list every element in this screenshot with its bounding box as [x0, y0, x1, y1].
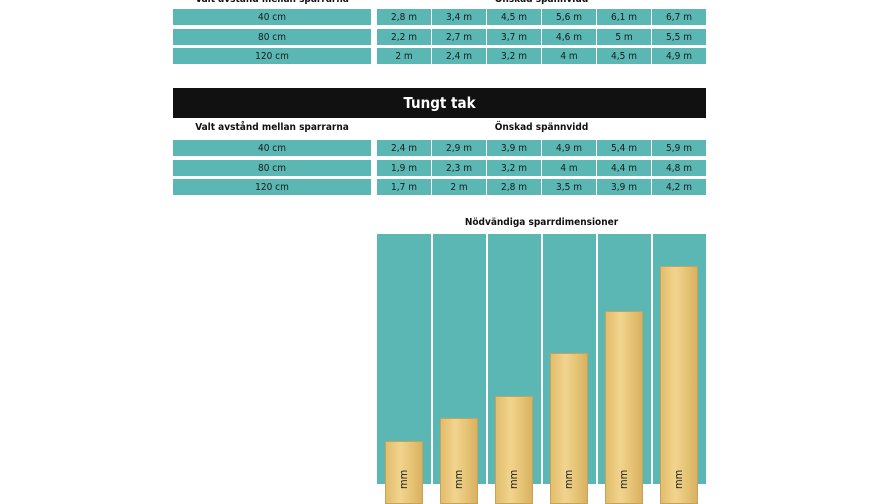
- header-left: Valt avstånd mellan sparrarna: [173, 0, 371, 6]
- cell: 2,7 m: [432, 29, 486, 45]
- divider: [596, 234, 598, 484]
- cell: 6,7 m: [652, 9, 706, 25]
- cell: 2,8 m: [377, 9, 431, 25]
- cell: 2,3 m: [432, 160, 486, 176]
- dimension-label: mm: [562, 469, 575, 489]
- cell: 5,9 m: [652, 140, 706, 156]
- cell: 3,9 m: [597, 179, 651, 195]
- cell: 5,6 m: [542, 9, 596, 25]
- cell: 3,7 m: [487, 29, 541, 45]
- row-label: 120 cm: [173, 179, 371, 195]
- cell: 3,9 m: [487, 140, 541, 156]
- row-label: 120 cm: [173, 48, 371, 64]
- cell: 5,5 m: [652, 29, 706, 45]
- cell: 2,8 m: [487, 179, 541, 195]
- cell: 4,6 m: [542, 29, 596, 45]
- cell: 4 m: [542, 48, 596, 64]
- dimension-label: mm: [617, 469, 630, 489]
- divider: [431, 234, 433, 484]
- cell: 1,7 m: [377, 179, 431, 195]
- cell: 4,8 m: [652, 160, 706, 176]
- cell: 3,4 m: [432, 9, 486, 25]
- cell: 4,2 m: [652, 179, 706, 195]
- chart-title: Nödvändiga sparrdimensioner: [464, 217, 619, 228]
- cell: 2 m: [377, 48, 431, 64]
- divider: [486, 234, 488, 484]
- cell: 4,5 m: [487, 9, 541, 25]
- cell: 2 m: [432, 179, 486, 195]
- cell: 4,9 m: [652, 48, 706, 64]
- dimension-label: mm: [672, 469, 685, 489]
- cell: 3,2 m: [487, 160, 541, 176]
- cell: 4 m: [542, 160, 596, 176]
- page: {"light_table":{"header":{"left":"Valt a…: [173, 0, 706, 504]
- divider: [541, 234, 543, 484]
- plank: [605, 311, 643, 504]
- cell: 3,5 m: [542, 179, 596, 195]
- dimension-label: mm: [507, 469, 520, 489]
- row-label: 40 cm: [173, 9, 371, 25]
- cell: 2,4 m: [377, 140, 431, 156]
- cell: 4,4 m: [597, 160, 651, 176]
- divider: [651, 234, 653, 484]
- dimension-label: mm: [452, 469, 465, 489]
- plank: [660, 266, 698, 504]
- cell: 5,4 m: [597, 140, 651, 156]
- section-title: Tungt tak: [173, 88, 706, 118]
- cell: 6,1 m: [597, 9, 651, 25]
- cell: 4,5 m: [597, 48, 651, 64]
- row-label: 40 cm: [173, 140, 371, 156]
- cell: 3,2 m: [487, 48, 541, 64]
- row-label: 80 cm: [173, 160, 371, 176]
- cell: 2,2 m: [377, 29, 431, 45]
- cell: 2,9 m: [432, 140, 486, 156]
- plank: [550, 353, 588, 504]
- header-left: Valt avstånd mellan sparrarna: [195, 122, 349, 133]
- cell: 2,4 m: [432, 48, 486, 64]
- row-label: 80 cm: [173, 29, 371, 45]
- header-right: Önskad spännvidd: [494, 122, 589, 133]
- cell: 1,9 m: [377, 160, 431, 176]
- header-right: Önskad spännvidd: [377, 0, 706, 6]
- dimension-label: mm: [397, 469, 410, 489]
- cell: 4,9 m: [542, 140, 596, 156]
- cell: 5 m: [597, 29, 651, 45]
